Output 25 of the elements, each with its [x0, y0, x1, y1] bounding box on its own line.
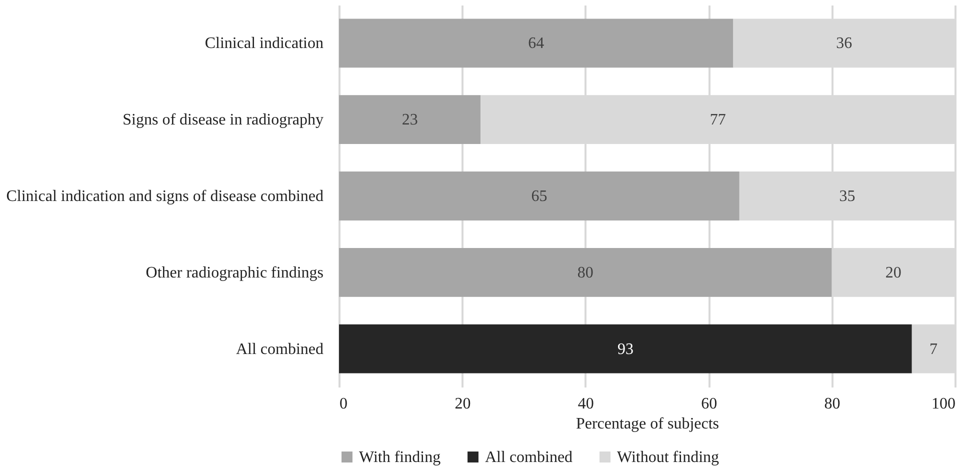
- y-tick-label: Signs of disease in radiography: [122, 112, 324, 129]
- data-label: 35: [839, 188, 856, 205]
- y-tick-label: Other radiographic findings: [146, 264, 324, 282]
- x-tick-label: 20: [454, 396, 471, 412]
- x-tick-label: 60: [701, 396, 718, 412]
- data-label: 77: [710, 112, 726, 129]
- data-label: 64: [528, 35, 544, 52]
- y-tick-label: Clinical indication and signs of disease combined: [6, 188, 324, 205]
- data-label: 7: [929, 340, 938, 358]
- x-axis-title: Percentage of subjects: [576, 416, 720, 432]
- y-tick-label: Clinical indication: [204, 35, 324, 52]
- x-tick-label: 40: [578, 396, 594, 412]
- data-label: 20: [885, 264, 902, 282]
- y-tick-label: All combined: [236, 340, 324, 358]
- x-tick-label: 100: [932, 396, 956, 412]
- legend-label: With finding: [359, 449, 441, 466]
- legend-label: All combined: [485, 449, 573, 466]
- data-label: 23: [402, 112, 418, 129]
- x-tick-label: 80: [824, 396, 840, 412]
- data-label: 36: [836, 35, 852, 52]
- data-label: 80: [577, 264, 594, 282]
- data-label: 93: [617, 340, 634, 358]
- x-tick-label: 0: [340, 396, 348, 412]
- legend-label: Without finding: [617, 449, 720, 466]
- data-label: 65: [531, 188, 548, 205]
